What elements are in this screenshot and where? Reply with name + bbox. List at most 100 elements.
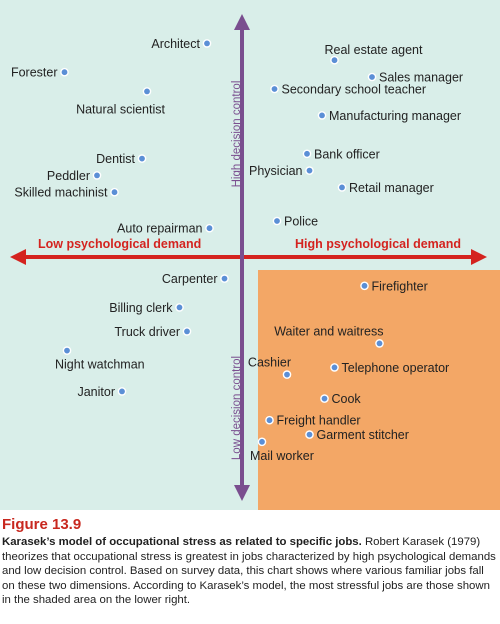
job-point-waiter-and-waitress: Waiter and waitress [274, 324, 384, 348]
job-point-real-estate-agent: Real estate agent [325, 43, 424, 65]
demand-axis-right-arrowhead [471, 249, 487, 265]
job-label: Peddler [47, 169, 90, 183]
job-marker [220, 274, 229, 283]
job-label: Truck driver [114, 325, 180, 339]
job-label: Firefighter [372, 279, 428, 293]
job-point-manufacturing-manager: Manufacturing manager [317, 109, 461, 123]
job-marker [60, 67, 69, 77]
demand-axis [10, 249, 487, 265]
job-label: Sales manager [379, 71, 463, 85]
job-point-natural-scientist: Natural scientist [76, 87, 166, 116]
job-marker [282, 370, 292, 379]
job-label: Physician [249, 164, 303, 178]
job-point-billing-clerk: Billing clerk [109, 301, 184, 315]
job-point-dentist: Dentist [96, 152, 147, 166]
job-marker [367, 72, 377, 82]
job-marker [375, 339, 384, 348]
job-point-skilled-machinist: Skilled machinist [14, 186, 119, 200]
job-label: Skilled machinist [14, 186, 108, 200]
job-point-firefighter: Firefighter [360, 279, 428, 293]
high-stress-zone [258, 270, 500, 510]
job-point-janitor: Janitor [77, 385, 127, 399]
job-marker [360, 281, 369, 291]
job-label: Bank officer [314, 147, 380, 161]
job-label: Dentist [96, 152, 135, 166]
job-marker [205, 223, 214, 233]
job-label: Forester [11, 66, 58, 80]
job-marker [330, 363, 339, 372]
job-point-mail-worker: Mail worker [250, 437, 314, 463]
job-point-bank-officer: Bank officer [302, 147, 380, 161]
job-point-telephone-operator: Telephone operator [330, 361, 450, 375]
job-point-retail-manager: Retail manager [337, 181, 434, 195]
job-label: Billing clerk [109, 301, 173, 315]
job-point-freight-handler: Freight handler [265, 414, 361, 428]
job-label: Waiter and waitress [274, 324, 383, 338]
control-axis-bottom-arrowhead [234, 485, 250, 501]
job-label: Telephone operator [342, 361, 450, 375]
job-label: Garment stitcher [317, 428, 409, 442]
job-point-carpenter: Carpenter [162, 272, 229, 286]
high-demand-label: High psychological demand [295, 237, 461, 251]
job-points: Architect Forester Natural scientist Dentis… [11, 37, 463, 463]
job-label: Real estate agent [325, 43, 424, 57]
job-marker [117, 387, 127, 396]
job-marker [270, 84, 279, 94]
job-label: Cook [332, 392, 362, 406]
diagram-canvas: Low psychological demand High psychologi… [0, 0, 500, 510]
figure-caption: Figure 13.9 Karasek’s model of occupatio… [2, 516, 498, 608]
job-point-cashier: Cashier [248, 356, 292, 379]
job-marker [202, 39, 212, 48]
job-marker [337, 183, 347, 192]
job-point-cook: Cook [320, 392, 362, 406]
job-marker [320, 394, 329, 403]
control-axis [234, 14, 250, 501]
caption-body: Robert Karasek (1979) theorizes that occ… [2, 536, 496, 607]
control-axis-top-arrowhead [234, 14, 250, 30]
job-marker [272, 216, 282, 226]
job-point-forester: Forester [11, 66, 69, 80]
job-marker [305, 166, 314, 175]
job-marker [137, 154, 147, 163]
demand-axis-left-arrowhead [10, 249, 26, 265]
job-label: Auto repairman [117, 222, 203, 236]
job-point-garment-stitcher: Garment stitcher [305, 428, 409, 442]
karasek-stress-diagram: Low psychological demand High psychologi… [0, 0, 500, 510]
job-marker [305, 430, 314, 439]
job-label: Police [284, 215, 318, 229]
job-marker [265, 415, 274, 425]
job-marker [330, 55, 339, 65]
job-marker [92, 171, 102, 180]
job-point-auto-repairman: Auto repairman [117, 222, 214, 236]
job-marker [175, 303, 184, 312]
job-label: Carpenter [162, 272, 218, 286]
job-label: Janitor [77, 385, 115, 399]
job-point-physician: Physician [249, 164, 314, 178]
job-label: Retail manager [349, 181, 434, 195]
low-demand-label: Low psychological demand [38, 237, 201, 251]
job-point-sales-manager: Sales manager [367, 71, 463, 85]
job-label: Architect [151, 37, 200, 51]
job-point-night-watchman: Night watchman [55, 346, 145, 372]
job-label: Mail worker [250, 449, 314, 463]
job-marker [110, 187, 119, 197]
caption-text: Karasek’s model of occupational stress a… [2, 535, 498, 608]
job-point-truck-driver: Truck driver [114, 325, 192, 339]
high-control-label: High decision control [231, 81, 243, 188]
job-label: Secondary school teacher [282, 83, 427, 97]
job-marker [182, 327, 192, 336]
job-label: Manufacturing manager [329, 109, 461, 123]
job-point-architect: Architect [151, 37, 212, 51]
low-control-label: Low decision control [231, 356, 243, 460]
job-label: Freight handler [277, 414, 361, 428]
job-point-secondary-school-teacher: Secondary school teacher [270, 83, 427, 97]
job-marker [317, 111, 327, 120]
job-marker [62, 346, 72, 355]
job-point-police: Police [272, 215, 318, 229]
job-marker [302, 149, 312, 159]
job-label: Cashier [248, 356, 291, 370]
figure-number: Figure 13.9 [2, 516, 82, 533]
job-marker [257, 437, 267, 447]
caption-title: Karasek’s model of occupational stress a… [2, 536, 362, 548]
job-label: Night watchman [55, 358, 145, 372]
